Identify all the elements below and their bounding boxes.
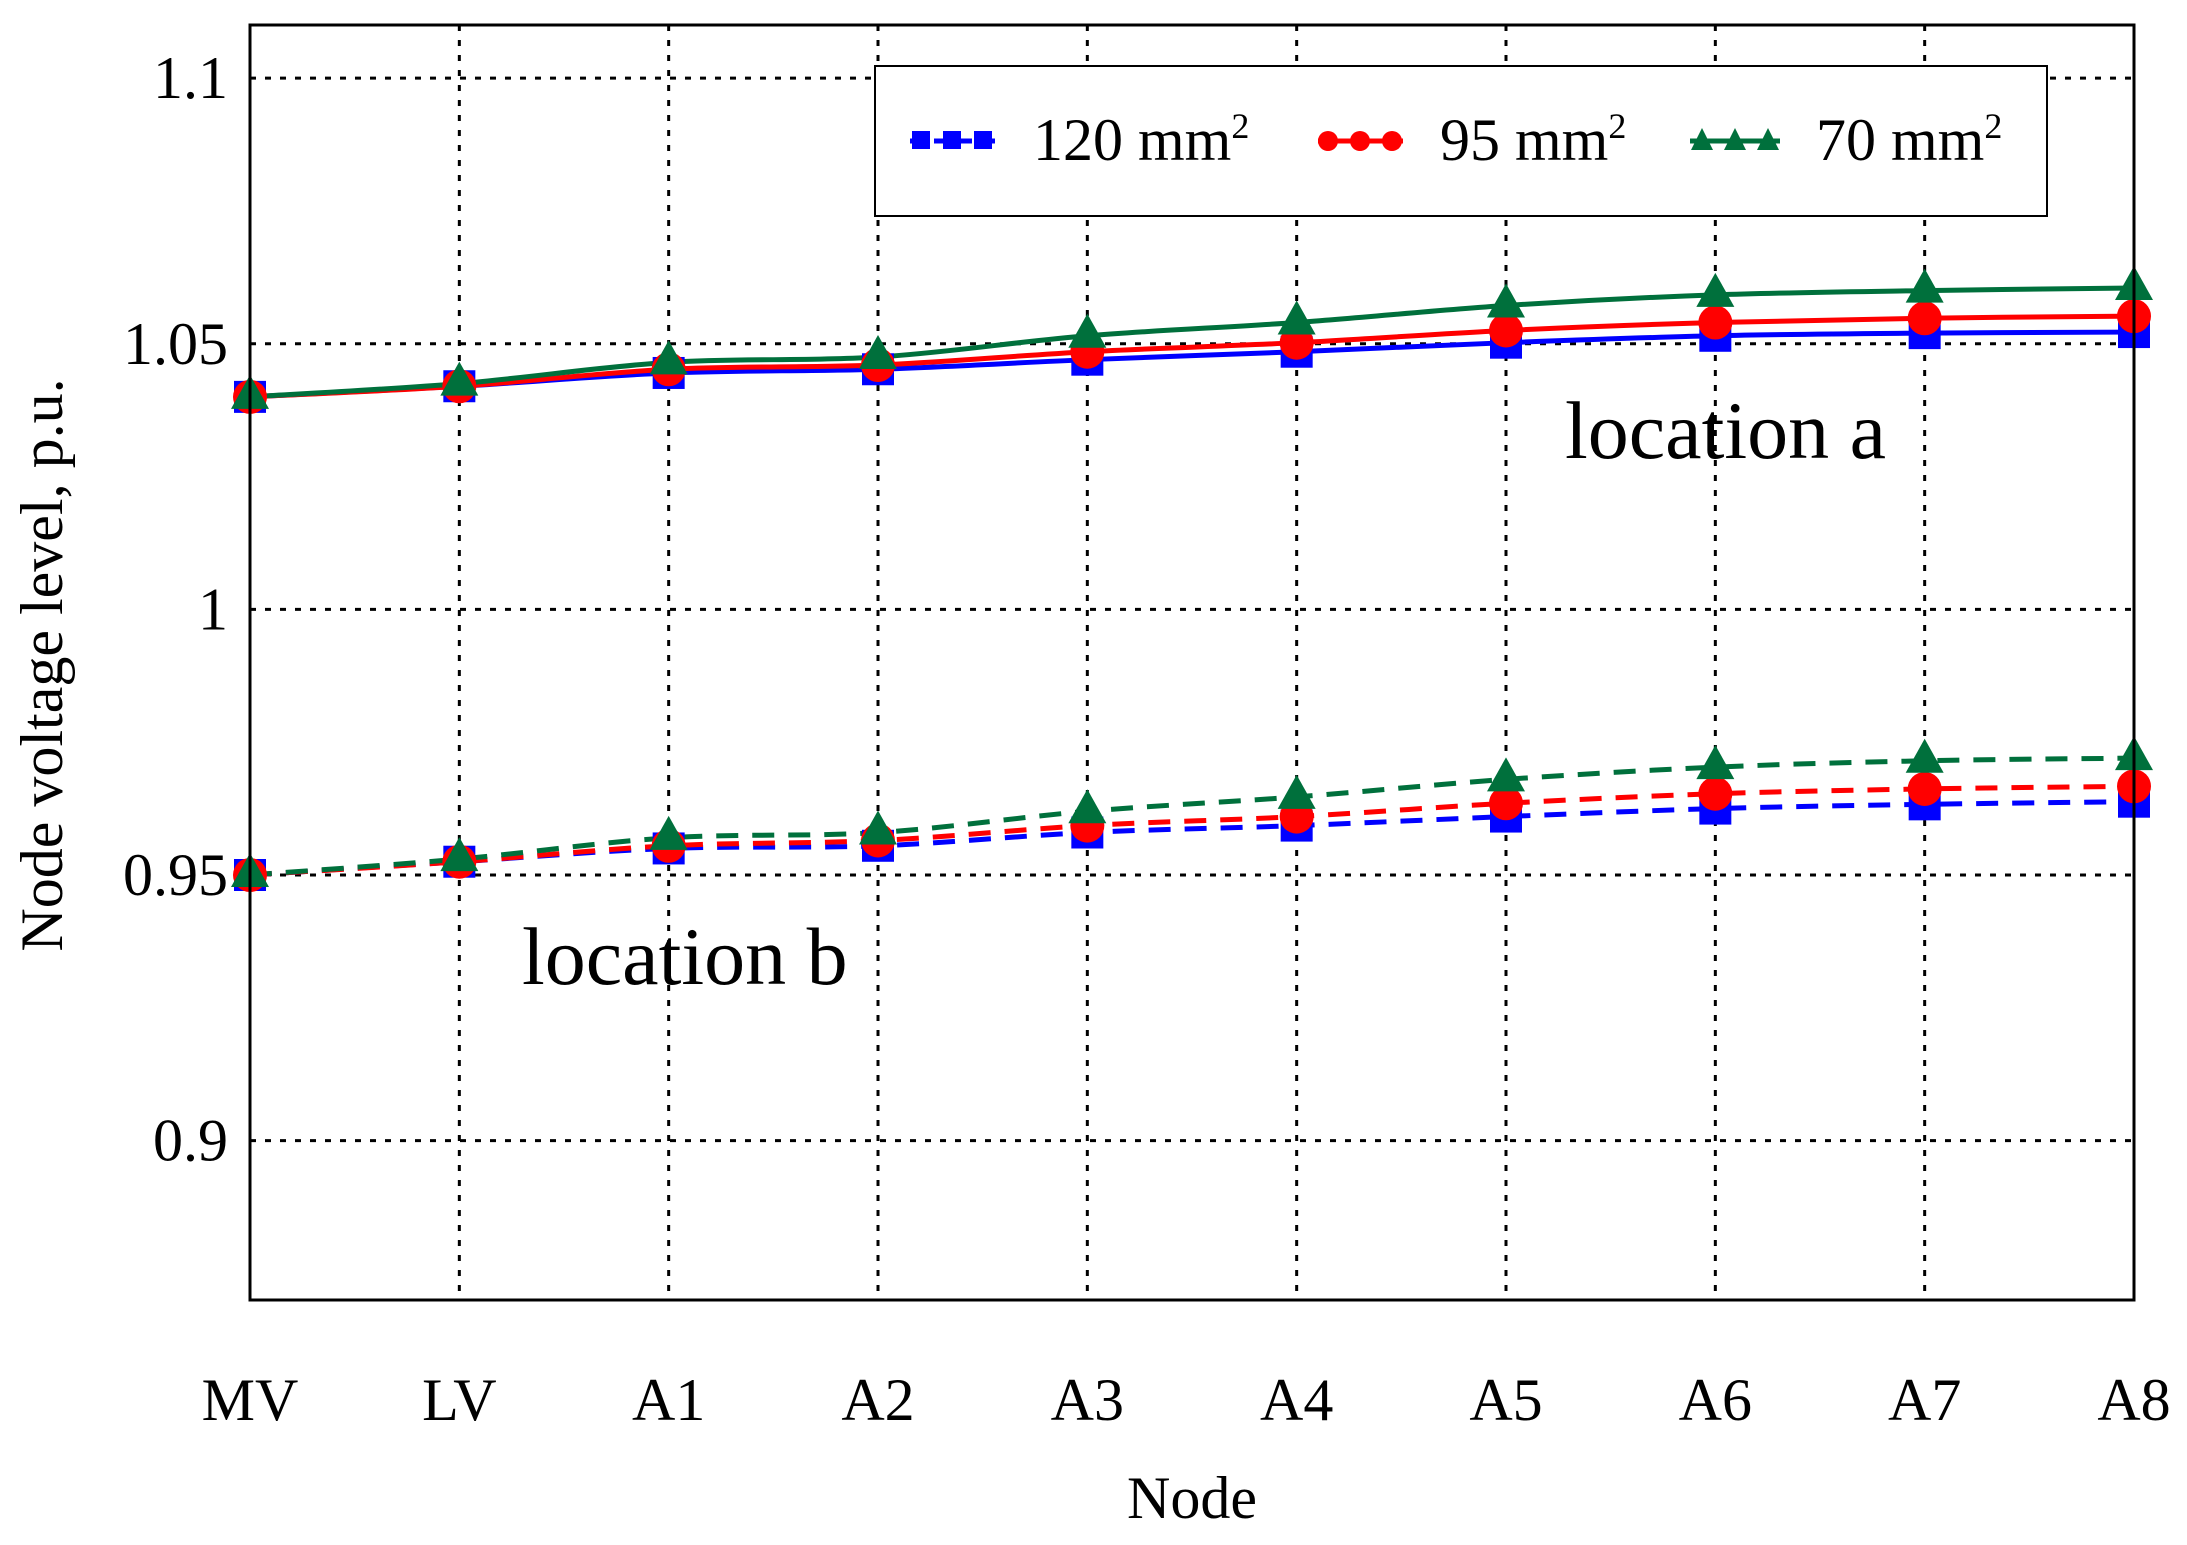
- y-axis-ticks: 0.9 0.95 1 1.05 1.1: [123, 45, 228, 1174]
- marker-s1-A6: [1698, 305, 1733, 340]
- x-tick-label-LV: LV: [422, 1367, 496, 1433]
- series-line-2: [249, 285, 2135, 400]
- marker-s2-A5: [1487, 283, 1525, 318]
- x-axis-label: Node: [1127, 1465, 1257, 1531]
- y-tick-label: 0.9: [153, 1108, 228, 1174]
- marker-s5-LV: [440, 837, 479, 872]
- legend-label-120: 120 mm2: [1033, 106, 1249, 173]
- x-tick-label-A3: A3: [1051, 1367, 1124, 1433]
- x-tick-label-MV: MV: [202, 1367, 299, 1433]
- legend-marker-70-1: [1691, 128, 1713, 150]
- marker-s4-A5: [1489, 786, 1523, 821]
- x-tick-label-A1: A1: [632, 1367, 705, 1433]
- marker-s5-A1: [649, 815, 688, 850]
- marker-s2-A1: [649, 340, 688, 375]
- x-tick-label-A5: A5: [1469, 1367, 1542, 1433]
- marker-s5-A2: [859, 810, 897, 845]
- legend-entry-70: 70 mm2: [1690, 106, 2002, 173]
- y-tick-label: 0.95: [123, 842, 228, 908]
- grid-lines: [250, 25, 2134, 1300]
- y-tick-label: 1.1: [153, 45, 228, 111]
- series-line-5: [249, 755, 2135, 878]
- legend-label-70: 70 mm2: [1816, 106, 2002, 173]
- plot-frame: [248, 23, 2136, 1302]
- legend-box: [874, 65, 2048, 217]
- legend-label-95: 95 mm2: [1440, 106, 1626, 173]
- x-tick-label-A4: A4: [1260, 1367, 1333, 1433]
- legend-label-120-base: 120 mm: [1033, 107, 1231, 173]
- marker-s1-A5: [1489, 313, 1523, 348]
- marker-s2-A4: [1277, 300, 1316, 335]
- legend-label-120-sup: 2: [1231, 106, 1249, 146]
- x-tick-label-A2: A2: [841, 1367, 914, 1433]
- legend-marker-120-2: [943, 131, 961, 149]
- x-tick-label-A7: A7: [1888, 1367, 1961, 1433]
- marker-s5-A3: [1068, 789, 1107, 824]
- y-tick-label: 1: [198, 576, 228, 642]
- marker-s2-A7: [1905, 268, 1944, 303]
- legend-marker-95-2: [1350, 131, 1370, 151]
- marker-s4-A7: [1907, 771, 1942, 806]
- marker-s2-A3: [1068, 313, 1107, 348]
- legend-entry-120: 120 mm2: [910, 106, 1249, 173]
- series-lines: [249, 285, 2135, 878]
- legend: 120 mm2 95 mm2 70 mm2: [874, 65, 2048, 217]
- legend-label-70-sup: 2: [1984, 106, 2002, 146]
- marker-s5-A4: [1277, 774, 1316, 809]
- x-axis-ticks: MV LV A1 A2 A3 A4 A5 A6 A7 A8: [202, 1367, 2171, 1433]
- marker-s5-A6: [1696, 745, 1735, 780]
- x-tick-label-A8: A8: [2097, 1367, 2170, 1433]
- legend-marker-95-3: [1382, 131, 1402, 151]
- y-tick-label: 1.05: [123, 311, 228, 377]
- series-line-3: [249, 799, 2135, 878]
- data-markers: [231, 265, 2153, 892]
- legend-marker-70-2: [1724, 128, 1746, 150]
- marker-s4-A6: [1698, 776, 1733, 811]
- legend-marker-70-3: [1757, 128, 1779, 150]
- marker-s2-LV: [440, 361, 479, 396]
- marker-s1-A7: [1907, 301, 1942, 336]
- marker-s5-A5: [1487, 757, 1525, 792]
- x-tick-label-A6: A6: [1679, 1367, 1752, 1433]
- series-line-1: [249, 313, 2135, 400]
- legend-label-70-base: 70 mm: [1816, 107, 1984, 173]
- legend-marker-120-3: [974, 131, 992, 149]
- marker-s2-A2: [859, 335, 897, 370]
- marker-s2-A6: [1696, 272, 1735, 307]
- marker-s5-A7: [1905, 738, 1944, 773]
- legend-entry-95: 95 mm2: [1318, 106, 1626, 173]
- legend-marker-95-1: [1318, 131, 1338, 151]
- annotation-location-b: location b: [522, 911, 848, 1002]
- legend-label-95-sup: 2: [1608, 106, 1626, 146]
- annotation-location-a: location a: [1565, 385, 1886, 476]
- y-axis-label: Node voltage level, p.u.: [9, 378, 75, 951]
- legend-marker-120-1: [912, 131, 930, 149]
- series-line-4: [249, 783, 2135, 878]
- legend-label-95-base: 95 mm: [1440, 107, 1608, 173]
